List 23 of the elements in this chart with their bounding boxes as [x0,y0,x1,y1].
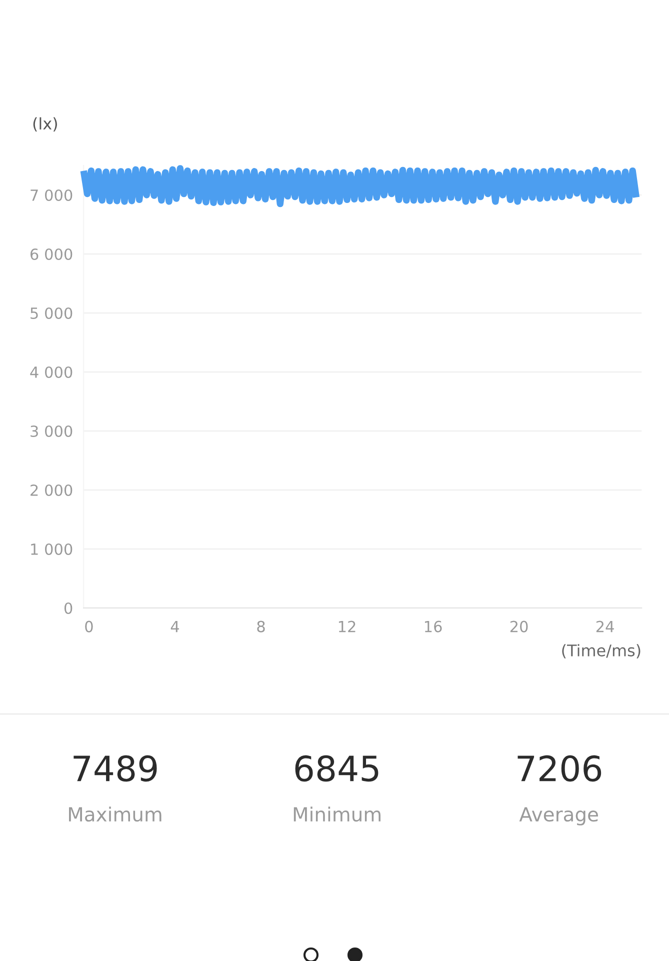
x-tick-label: 8 [257,620,265,632]
x-tick-label: 20 [510,620,528,632]
x-tick-label: 24 [596,620,614,632]
y-tick-label: 0 [64,602,72,614]
data-label: 7206 [518,755,602,782]
x-tick-label: 12 [338,620,356,632]
y-tick-label: 7 000 [30,189,72,202]
category-label: Minimum [294,806,380,822]
y-tick-label: 1 000 [31,543,72,556]
y-tick-label: 6 000 [30,248,72,260]
category-label: Maximum [69,806,162,822]
category-label: Average [519,807,598,826]
y-tick-label: 2 000 [30,484,72,496]
data-label: 6845 [295,755,378,782]
x-axis-title: (Time/ms) [562,644,640,658]
data-label: 7489 [74,755,157,782]
y-tick-label: 4 000 [30,366,72,378]
x-tick-label: 4 [170,620,179,632]
x-tick-label: 16 [424,620,442,632]
y-tick-label: 3 000 [30,425,72,438]
x-tick-label: 0 [85,620,93,632]
y-axis-title: (lx) [33,117,57,132]
y-tick-label: 5 000 [30,307,72,320]
